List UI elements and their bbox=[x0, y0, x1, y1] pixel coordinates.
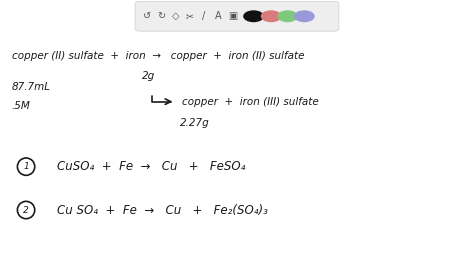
Circle shape bbox=[261, 10, 282, 22]
Text: CuSO₄  +  Fe  →   Cu   +   FeSO₄: CuSO₄ + Fe → Cu + FeSO₄ bbox=[57, 160, 245, 173]
Text: 87.7mL: 87.7mL bbox=[12, 82, 51, 92]
Text: copper  +  iron (III) sulfate: copper + iron (III) sulfate bbox=[182, 97, 319, 107]
Text: ↺: ↺ bbox=[143, 11, 151, 21]
Text: /: / bbox=[202, 11, 205, 21]
Circle shape bbox=[294, 10, 315, 22]
Text: ▣: ▣ bbox=[228, 11, 237, 21]
Text: A: A bbox=[215, 11, 221, 21]
FancyBboxPatch shape bbox=[135, 1, 339, 31]
Text: ↻: ↻ bbox=[157, 11, 165, 21]
Text: ◇: ◇ bbox=[172, 11, 179, 21]
Text: copper (II) sulfate  +  iron  →   copper  +  iron (II) sulfate: copper (II) sulfate + iron → copper + ir… bbox=[12, 51, 304, 60]
Text: 1: 1 bbox=[23, 162, 29, 171]
Text: 2g: 2g bbox=[142, 71, 155, 81]
Text: 2: 2 bbox=[23, 205, 29, 215]
Circle shape bbox=[243, 10, 264, 22]
Circle shape bbox=[277, 10, 298, 22]
Text: ✂: ✂ bbox=[185, 11, 194, 21]
Text: 2.27g: 2.27g bbox=[180, 118, 210, 128]
Text: .5M: .5M bbox=[12, 101, 31, 111]
Text: Cu SO₄  +  Fe  →   Cu   +   Fe₂(SO₄)₃: Cu SO₄ + Fe → Cu + Fe₂(SO₄)₃ bbox=[57, 204, 268, 217]
